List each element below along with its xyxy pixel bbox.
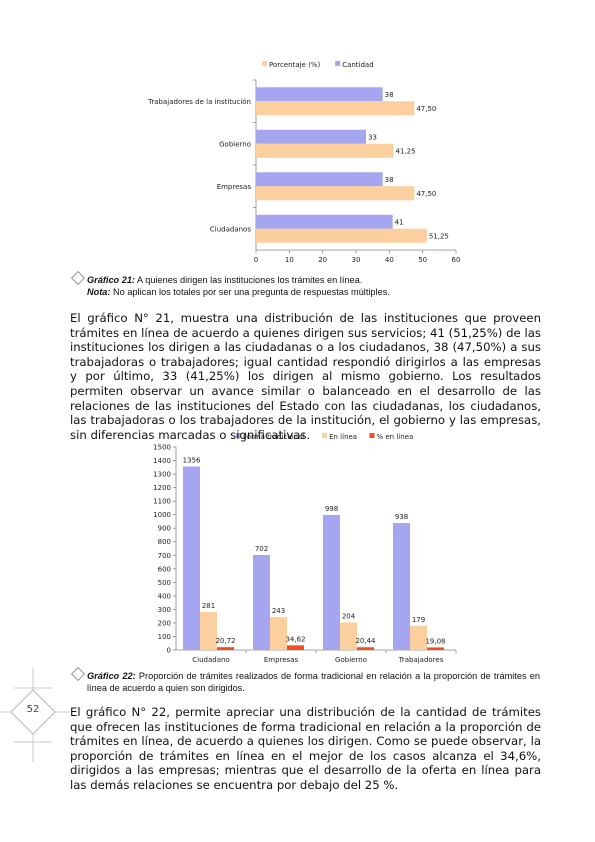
x-tick-label: 40 xyxy=(385,256,394,264)
bar-label-1: 204 xyxy=(342,612,356,620)
y-tick-label: 1100 xyxy=(153,498,171,506)
bar-label-1: 179 xyxy=(412,616,425,624)
y-tick-label: 300 xyxy=(158,606,171,614)
bar-label-cantidad: 33 xyxy=(368,133,377,141)
bar-2 xyxy=(287,645,304,650)
paragraph-chart-22: El gráfico N° 22, permite apreciar una d… xyxy=(70,705,541,793)
x-tick-label: 10 xyxy=(285,256,294,264)
x-tick-label: 20 xyxy=(318,256,327,264)
y-tick-label: 1200 xyxy=(153,484,171,492)
y-tick-label: Empresas xyxy=(217,183,252,191)
legend-label-0: Porcentaje (%) xyxy=(269,61,320,69)
bar-porcentaje xyxy=(256,186,414,200)
caption-text: Proporción de trámites realizados de for… xyxy=(87,671,540,693)
y-tick-label: 100 xyxy=(158,633,171,641)
bar-0 xyxy=(393,523,410,650)
y-tick-label: 500 xyxy=(158,579,171,587)
note-label: Nota: xyxy=(87,287,110,297)
caption-text: A quienes dirigen las instituciones los … xyxy=(135,275,362,285)
legend-swatch-0 xyxy=(262,61,267,66)
bar-label-porcentaje: 41,25 xyxy=(396,147,416,155)
legend-label-1: Cantidad xyxy=(342,61,373,69)
bar-label-cantidad: 38 xyxy=(385,176,394,184)
x-tick-label: Ciudadano xyxy=(192,656,229,664)
bar-2 xyxy=(427,647,444,650)
y-tick-label: Ciudadanos xyxy=(210,225,251,233)
bar-label-1: 281 xyxy=(202,602,215,610)
bar-0 xyxy=(183,466,200,650)
bar-0 xyxy=(323,515,340,650)
bar-label-2: 34,62 xyxy=(285,635,305,643)
bar-label-porcentaje: 47,50 xyxy=(416,190,436,198)
bar-1 xyxy=(410,626,427,650)
caption-label: Gráfico 22: xyxy=(87,671,136,681)
y-tick-label: 600 xyxy=(158,565,171,573)
bar-label-cantidad: 38 xyxy=(385,91,394,99)
bar-cantidad xyxy=(256,172,383,186)
bar-2 xyxy=(357,647,374,650)
bar-label-2: 19,08 xyxy=(425,637,445,645)
bar-label-0: 938 xyxy=(395,513,408,521)
bar-label-2: 20,44 xyxy=(355,637,376,645)
x-tick-label: 0 xyxy=(254,256,258,264)
x-tick-label: 30 xyxy=(352,256,361,264)
x-tick-label: Trabajadores xyxy=(398,656,444,664)
chart-22-caption: Gráfico 22: Proporción de trámites reali… xyxy=(87,671,540,694)
y-tick-label: 1300 xyxy=(153,471,171,479)
bar-label-1: 243 xyxy=(272,607,285,615)
y-tick-label: 800 xyxy=(158,538,171,546)
bar-2 xyxy=(217,647,234,650)
y-tick-label: 200 xyxy=(158,619,171,627)
x-tick-label: 50 xyxy=(418,256,427,264)
bar-porcentaje xyxy=(256,229,427,243)
bar-label-cantidad: 41 xyxy=(395,218,404,226)
y-tick-label: Trabajadores de la institución xyxy=(147,98,251,106)
bar-cantidad xyxy=(256,87,383,101)
bar-label-2: 20,72 xyxy=(215,637,235,645)
bar-1 xyxy=(270,617,287,650)
paragraph-chart-21: El gráfico N° 21, muestra una distribuci… xyxy=(70,311,541,442)
bar-label-0: 998 xyxy=(325,505,338,513)
x-tick-label: 60 xyxy=(452,256,461,264)
y-tick-label: 1000 xyxy=(153,511,171,519)
bar-cantidad xyxy=(256,130,366,144)
chart-21-caption: Gráfico 21: A quienes dirigen las instit… xyxy=(87,275,527,298)
page-number: 52 xyxy=(22,704,44,715)
y-tick-label: 1500 xyxy=(153,444,171,452)
x-tick-label: Gobierno xyxy=(335,656,367,664)
bar-cantidad xyxy=(256,215,393,229)
y-tick-label: Gobierno xyxy=(219,140,251,148)
y-tick-label: 0 xyxy=(167,647,171,655)
y-tick-label: 1400 xyxy=(153,457,171,465)
x-tick-label: Empresas xyxy=(264,656,299,664)
y-tick-label: 900 xyxy=(158,525,171,533)
bar-1 xyxy=(200,612,217,650)
page-ornament xyxy=(0,660,70,770)
note-text: No aplican los totales por ser una pregu… xyxy=(110,287,389,297)
bar-1 xyxy=(340,622,357,650)
y-tick-label: 400 xyxy=(158,592,171,600)
bar-label-porcentaje: 51,25 xyxy=(429,232,449,240)
bar-label-porcentaje: 47,50 xyxy=(416,105,436,113)
bar-porcentaje xyxy=(256,101,414,115)
bar-label-0: 1356 xyxy=(183,456,201,464)
legend-swatch-1 xyxy=(335,61,340,66)
y-tick-label: 700 xyxy=(158,552,171,560)
bar-porcentaje xyxy=(256,144,394,158)
bar-label-0: 702 xyxy=(255,545,268,553)
bar-0 xyxy=(253,555,270,650)
caption-label: Gráfico 21: xyxy=(87,275,135,285)
